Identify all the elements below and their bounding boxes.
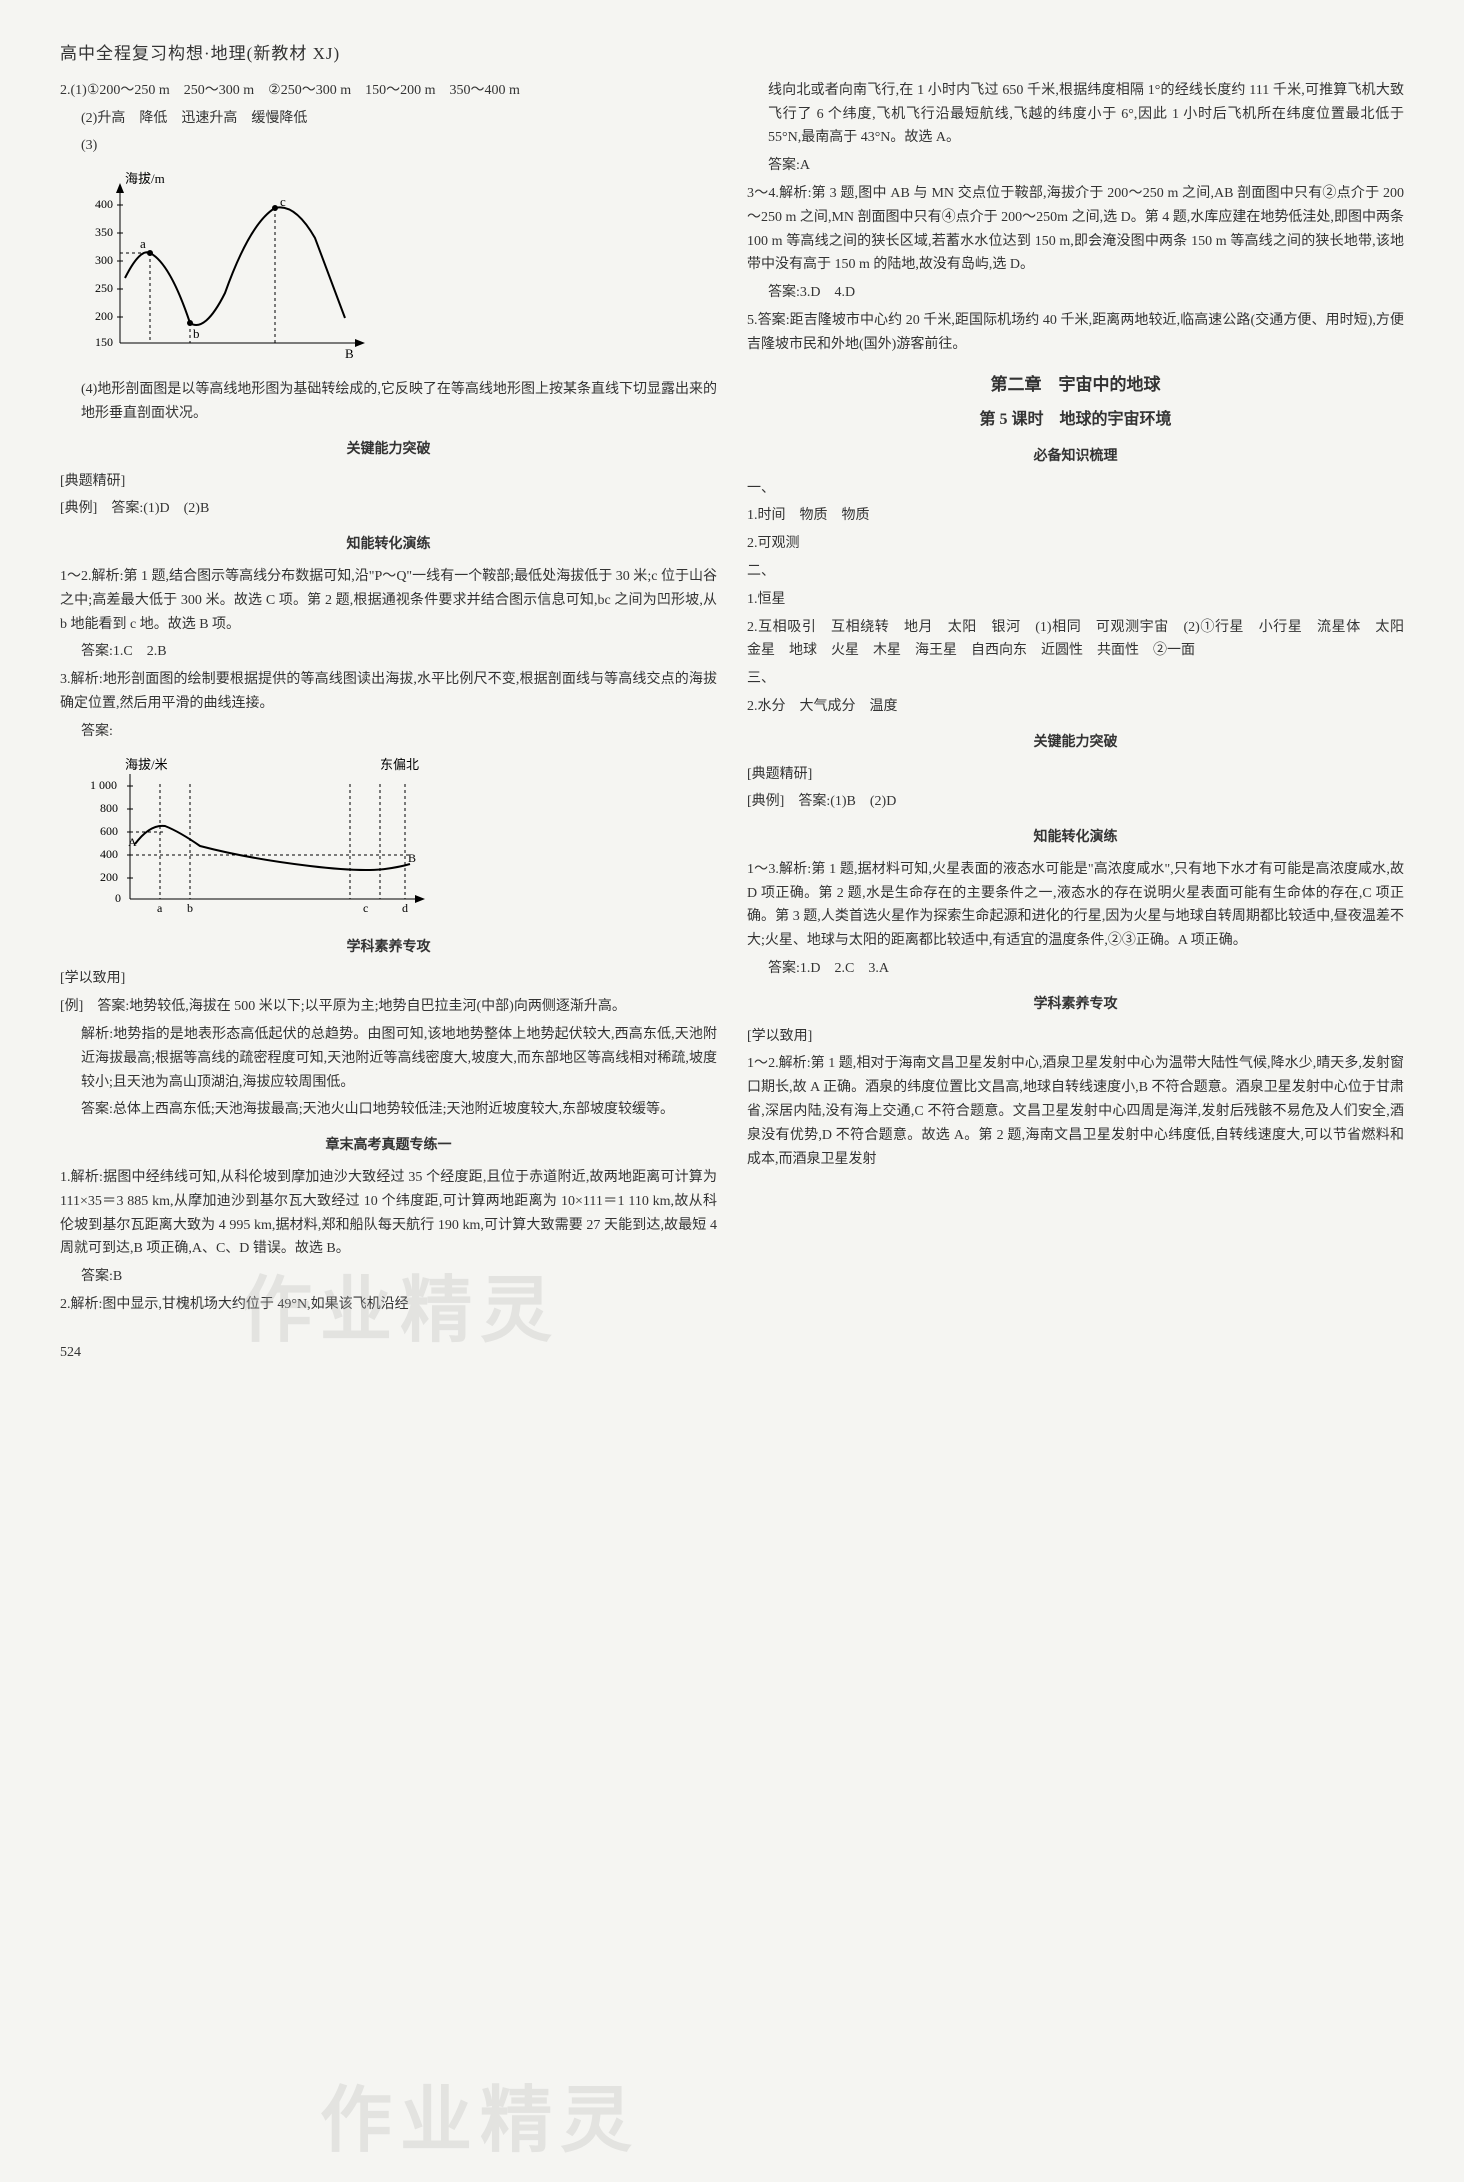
chart1-pt-a: a: [140, 236, 146, 251]
sec-zmgk: 章末高考真题专练一: [60, 1134, 717, 1158]
q2-4: (4)地形剖面图是以等高线地形图为基础转绘成的,它反映了在等高线地形图上按某条直…: [60, 378, 717, 426]
sec-xksy2: 学科素养专攻: [747, 993, 1404, 1017]
li-ans: [例] 答案:地势较低,海拔在 500 米以下;以平原为主;地势自巴拉圭河(中部…: [60, 995, 717, 1019]
svg-text:600: 600: [100, 824, 118, 838]
zm-q1: 1.解析:据图中经纬线可知,从科伦坡到摩加迪沙大致经过 35 个经度距,且位于赤…: [60, 1166, 717, 1261]
q1-2-ans: 答案:1.C 2.B: [60, 640, 717, 664]
q3-ans: 答案:: [60, 720, 717, 744]
san-2: 2.水分 大气成分 温度: [747, 695, 1404, 719]
q1-3-ans: 答案:1.D 2.C 3.A: [747, 957, 1404, 981]
chart2-c: c: [363, 901, 368, 915]
page-title: 高中全程复习构想·地理(新教材 XJ): [60, 40, 1404, 69]
svg-text:1 000: 1 000: [90, 778, 117, 792]
svg-text:800: 800: [100, 801, 118, 815]
left-column: 2.(1)①200～250 m 250～300 m ②250～300 m 150…: [60, 79, 717, 1321]
zm-q1-ans: 答案:B: [60, 1265, 717, 1289]
yi: 一、: [747, 477, 1404, 501]
chart1-tick-400: 400: [95, 197, 113, 211]
er-2: 2.互相吸引 互相绕转 地月 太阳 银河 (1)相同 可观测宇宙 (2)①行星 …: [747, 616, 1404, 664]
sec-bbzs: 必备知识梳理: [747, 445, 1404, 469]
chapter-title: 第二章 宇宙中的地球: [747, 371, 1404, 400]
chart1-tick-300: 300: [95, 253, 113, 267]
cont-ans: 答案:A: [747, 154, 1404, 178]
chart1-xend: B: [345, 346, 354, 361]
chart1-tick-150: 150: [95, 335, 113, 349]
dtjy2: [典题精研]: [747, 763, 1404, 787]
sec-kjnl: 关键能力突破: [60, 438, 717, 462]
lesson-title: 第 5 课时 地球的宇宙环境: [747, 406, 1404, 433]
zm-q2: 2.解析:图中显示,甘槐机场大约位于 49°N,如果该飞机沿经: [60, 1293, 717, 1317]
yi-1: 1.时间 物质 物质: [747, 504, 1404, 528]
q3-jiexi: 3.解析:地形剖面图的绘制要根据提供的等高线图读出海拔,水平比例尺不变,根据剖面…: [60, 668, 717, 716]
sec-xksy: 学科素养专攻: [60, 936, 717, 960]
sec-znzh2: 知能转化演练: [747, 826, 1404, 850]
chart1-tick-350: 350: [95, 225, 113, 239]
q1-2-jiexi: 1～2.解析:第 1 题,结合图示等高线分布数据可知,沿"P～Q"一线有一个鞍部…: [60, 565, 717, 636]
chart2-ylabel: 海拔/米: [125, 757, 168, 772]
chart1-pt-c: c: [280, 194, 286, 209]
chart1-tick-200: 200: [95, 309, 113, 323]
chart2-d: d: [402, 901, 408, 915]
jiexi-p: 解析:地势指的是地表形态高低起伏的总趋势。由图可知,该地地势整体上地势起伏较大,…: [60, 1023, 717, 1094]
svg-text:200: 200: [100, 870, 118, 884]
ans-p: 答案:总体上西高东低;天池海拔最高;天池火山口地势较低洼;天池附近坡度较大,东部…: [60, 1098, 717, 1122]
chart-2: 海拔/米 东偏北 1 000 800 600 400 200 0: [90, 754, 717, 924]
chart2-B: B: [408, 851, 416, 865]
sec-znzh: 知能转化演练: [60, 533, 717, 557]
dianli2: [典例] 答案:(1)B (2)D: [747, 790, 1404, 814]
yi-2: 2.可观测: [747, 532, 1404, 556]
q5: 5.答案:距吉隆坡市中心约 20 千米,距国际机场约 40 千米,距离两地较近,…: [747, 309, 1404, 357]
svg-text:400: 400: [100, 847, 118, 861]
xyzy: [学以致用]: [60, 967, 717, 991]
cont-p: 线向北或者向南飞行,在 1 小时内飞过 650 千米,根据纬度相隔 1°的经线长…: [747, 79, 1404, 150]
san: 三、: [747, 667, 1404, 691]
right-column: 线向北或者向南飞行,在 1 小时内飞过 650 千米,根据纬度相隔 1°的经线长…: [747, 79, 1404, 1321]
dtjy: [典题精研]: [60, 470, 717, 494]
q3-4: 3～4.解析:第 3 题,图中 AB 与 MN 交点位于鞍部,海拔介于 200～…: [747, 182, 1404, 277]
er-1: 1.恒星: [747, 588, 1404, 612]
watermark-2: 作业精灵: [320, 2060, 640, 2182]
q2-2: (2)升高 降低 迅速升高 缓慢降低: [60, 107, 717, 131]
q1-3: 1～3.解析:第 1 题,据材料可知,火星表面的液态水可能是"高浓度咸水",只有…: [747, 858, 1404, 953]
chart2-a: a: [157, 901, 163, 915]
q2-3: (3): [60, 134, 717, 158]
chart2-A: A: [128, 835, 137, 849]
chart2-xlabel: 东偏北: [380, 757, 419, 772]
er: 二、: [747, 560, 1404, 584]
chart1-pt-b: b: [193, 326, 200, 341]
chart1-ylabel: 海拔/m: [125, 171, 165, 186]
q2-1: 2.(1)①200～250 m 250～300 m ②250～300 m 150…: [60, 79, 717, 103]
chart1-tick-250: 250: [95, 281, 113, 295]
sec-kjnl2: 关键能力突破: [747, 731, 1404, 755]
q1-2b: 1～2.解析:第 1 题,相对于海南文昌卫星发射中心,酒泉卫星发射中心为温带大陆…: [747, 1052, 1404, 1171]
page-number: 524: [60, 1341, 1404, 1365]
svg-text:0: 0: [115, 891, 121, 905]
xyzy2: [学以致用]: [747, 1025, 1404, 1049]
chart2-b: b: [187, 901, 193, 915]
dianli: [典例] 答案:(1)D (2)B: [60, 497, 717, 521]
q3-4-ans: 答案:3.D 4.D: [747, 281, 1404, 305]
chart-1: 海拔/m 400 350 300 250 200 150: [90, 168, 717, 368]
